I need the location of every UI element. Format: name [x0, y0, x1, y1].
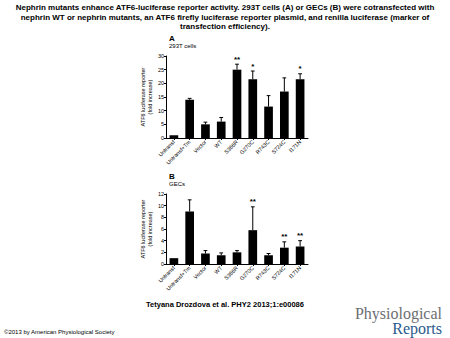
- svg-text:15: 15: [158, 94, 164, 100]
- svg-text:20: 20: [158, 80, 164, 86]
- html-text:Reports: Reports: [392, 320, 442, 337]
- svg-text:Untransf+Tm: Untransf+Tm: [165, 139, 192, 166]
- svg-text:S724C: S724C: [270, 139, 286, 155]
- svg-text:**: **: [281, 232, 288, 241]
- svg-text:S724C: S724C: [270, 265, 286, 281]
- svg-text:**: **: [234, 55, 241, 64]
- svg-text:R743C: R743C: [254, 265, 270, 281]
- svg-text:G270C: G270C: [238, 265, 255, 282]
- svg-text:*: *: [251, 62, 255, 71]
- svg-text:ATF6 luciferase reporter: ATF6 luciferase reporter: [140, 67, 146, 126]
- svg-text:Vector: Vector: [192, 265, 207, 280]
- html-text:Tetyana Drozdova et al. PHY2 2: Tetyana Drozdova et al. PHY2 2013;1:e000…: [146, 300, 304, 309]
- svg-text:R743C: R743C: [254, 139, 270, 155]
- svg-text:(fold increase): (fold increase): [147, 211, 153, 246]
- svg-text:8: 8: [161, 214, 164, 220]
- svg-text:Vector: Vector: [192, 139, 207, 154]
- html-text:Physiological: Physiological: [354, 305, 442, 322]
- svg-text:10: 10: [158, 203, 164, 209]
- svg-text:Untransf+Tm: Untransf+Tm: [165, 265, 192, 292]
- svg-text:WT: WT: [213, 264, 224, 275]
- svg-text:25: 25: [158, 67, 164, 73]
- svg-text:10: 10: [158, 108, 164, 114]
- svg-text:0: 0: [161, 135, 164, 141]
- svg-text:G270C: G270C: [238, 139, 255, 156]
- svg-text:4: 4: [161, 238, 164, 244]
- svg-text:5: 5: [161, 121, 164, 127]
- svg-text:0: 0: [161, 261, 164, 267]
- svg-text:30: 30: [158, 53, 164, 59]
- svg-text:S366R: S366R: [223, 265, 239, 281]
- html-text:Nephrin mutants enhance ATF6-l: Nephrin mutants enhance ATF6-luciferase …: [15, 3, 435, 31]
- svg-text:WT: WT: [213, 138, 224, 149]
- svg-text:(fold increase): (fold increase): [147, 79, 153, 114]
- svg-text:12: 12: [158, 191, 164, 197]
- svg-text:**: **: [297, 231, 304, 240]
- svg-text:*: *: [299, 64, 303, 73]
- svg-text:S366R: S366R: [223, 139, 239, 155]
- svg-text:I171N: I171N: [288, 139, 303, 154]
- html-text:©2013 by American Physiologica: ©2013 by American Physiological Society: [4, 329, 115, 335]
- svg-text:**: **: [250, 197, 257, 206]
- svg-text:A: A: [169, 34, 175, 43]
- svg-text:I171N: I171N: [288, 265, 303, 280]
- svg-text:GECs: GECs: [169, 181, 185, 187]
- svg-text:293T cells: 293T cells: [169, 43, 196, 49]
- svg-text:2: 2: [161, 249, 164, 255]
- svg-text:ATF6 luciferase reporter: ATF6 luciferase reporter: [140, 199, 146, 258]
- svg-text:B: B: [169, 172, 175, 181]
- svg-text:6: 6: [161, 226, 164, 232]
